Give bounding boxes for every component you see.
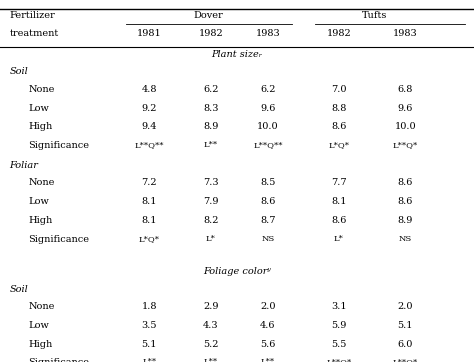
- Text: 8.1: 8.1: [331, 197, 346, 206]
- Text: High: High: [28, 122, 53, 131]
- Text: L**: L**: [204, 141, 218, 149]
- Text: 8.6: 8.6: [260, 197, 275, 206]
- Text: 8.9: 8.9: [203, 122, 219, 131]
- Text: 8.6: 8.6: [398, 178, 413, 187]
- Text: 8.3: 8.3: [203, 104, 219, 113]
- Text: 10.0: 10.0: [394, 122, 416, 131]
- Text: 7.9: 7.9: [203, 197, 219, 206]
- Text: 1982: 1982: [327, 29, 351, 38]
- Text: 6.8: 6.8: [398, 85, 413, 94]
- Text: L*Q*: L*Q*: [328, 141, 349, 149]
- Text: L**: L**: [142, 358, 156, 362]
- Text: L**Q**: L**Q**: [253, 141, 283, 149]
- Text: Low: Low: [28, 321, 49, 330]
- Text: 9.6: 9.6: [260, 104, 275, 113]
- Text: Significance: Significance: [28, 235, 90, 244]
- Text: Fertilizer: Fertilizer: [9, 11, 55, 20]
- Text: Tufts: Tufts: [362, 11, 387, 20]
- Text: 6.0: 6.0: [398, 340, 413, 349]
- Text: 4.6: 4.6: [260, 321, 275, 330]
- Text: L**: L**: [204, 358, 218, 362]
- Text: 8.9: 8.9: [398, 216, 413, 225]
- Text: L*: L*: [206, 235, 216, 243]
- Text: 5.1: 5.1: [142, 340, 157, 349]
- Text: NS: NS: [261, 235, 274, 243]
- Text: 7.0: 7.0: [331, 85, 346, 94]
- Text: 5.2: 5.2: [203, 340, 219, 349]
- Text: L**Q*: L**Q*: [392, 358, 418, 362]
- Text: 1982: 1982: [199, 29, 223, 38]
- Text: 3.5: 3.5: [142, 321, 157, 330]
- Text: Low: Low: [28, 104, 49, 113]
- Text: 8.8: 8.8: [331, 104, 346, 113]
- Text: 6.2: 6.2: [203, 85, 219, 94]
- Text: 10.0: 10.0: [257, 122, 279, 131]
- Text: 7.7: 7.7: [331, 178, 346, 187]
- Text: NS: NS: [399, 235, 412, 243]
- Text: 1981: 1981: [137, 29, 162, 38]
- Text: 8.1: 8.1: [142, 197, 157, 206]
- Text: 5.6: 5.6: [260, 340, 275, 349]
- Text: Foliage colorʸ: Foliage colorʸ: [203, 267, 271, 276]
- Text: 1983: 1983: [255, 29, 280, 38]
- Text: Dover: Dover: [194, 11, 223, 20]
- Text: Low: Low: [28, 197, 49, 206]
- Text: 8.2: 8.2: [203, 216, 219, 225]
- Text: 8.6: 8.6: [398, 197, 413, 206]
- Text: 7.2: 7.2: [142, 178, 157, 187]
- Text: L**Q*: L**Q*: [326, 358, 352, 362]
- Text: High: High: [28, 340, 53, 349]
- Text: 5.5: 5.5: [331, 340, 346, 349]
- Text: 3.1: 3.1: [331, 302, 346, 311]
- Text: 8.5: 8.5: [260, 178, 275, 187]
- Text: 2.0: 2.0: [260, 302, 275, 311]
- Text: Significance: Significance: [28, 141, 90, 150]
- Text: L*: L*: [334, 235, 344, 243]
- Text: Soil: Soil: [9, 285, 28, 294]
- Text: Soil: Soil: [9, 67, 28, 76]
- Text: L**Q*: L**Q*: [392, 141, 418, 149]
- Text: 5.9: 5.9: [331, 321, 346, 330]
- Text: 8.6: 8.6: [331, 122, 346, 131]
- Text: Significance: Significance: [28, 358, 90, 362]
- Text: L**: L**: [261, 358, 275, 362]
- Text: 9.4: 9.4: [142, 122, 157, 131]
- Text: 8.1: 8.1: [142, 216, 157, 225]
- Text: None: None: [28, 178, 55, 187]
- Text: 2.0: 2.0: [398, 302, 413, 311]
- Text: 9.2: 9.2: [142, 104, 157, 113]
- Text: 8.6: 8.6: [331, 216, 346, 225]
- Text: treatment: treatment: [9, 29, 59, 38]
- Text: 7.3: 7.3: [203, 178, 219, 187]
- Text: 2.9: 2.9: [203, 302, 219, 311]
- Text: 9.6: 9.6: [398, 104, 413, 113]
- Text: 4.3: 4.3: [203, 321, 219, 330]
- Text: 5.1: 5.1: [398, 321, 413, 330]
- Text: 4.8: 4.8: [142, 85, 157, 94]
- Text: L*Q*: L*Q*: [139, 235, 160, 243]
- Text: L**Q**: L**Q**: [135, 141, 164, 149]
- Text: Foliar: Foliar: [9, 161, 38, 170]
- Text: High: High: [28, 216, 53, 225]
- Text: Plant sizeᵣ: Plant sizeᵣ: [211, 50, 263, 59]
- Text: 1983: 1983: [393, 29, 418, 38]
- Text: 8.7: 8.7: [260, 216, 275, 225]
- Text: 1.8: 1.8: [142, 302, 157, 311]
- Text: None: None: [28, 302, 55, 311]
- Text: None: None: [28, 85, 55, 94]
- Text: 6.2: 6.2: [260, 85, 275, 94]
